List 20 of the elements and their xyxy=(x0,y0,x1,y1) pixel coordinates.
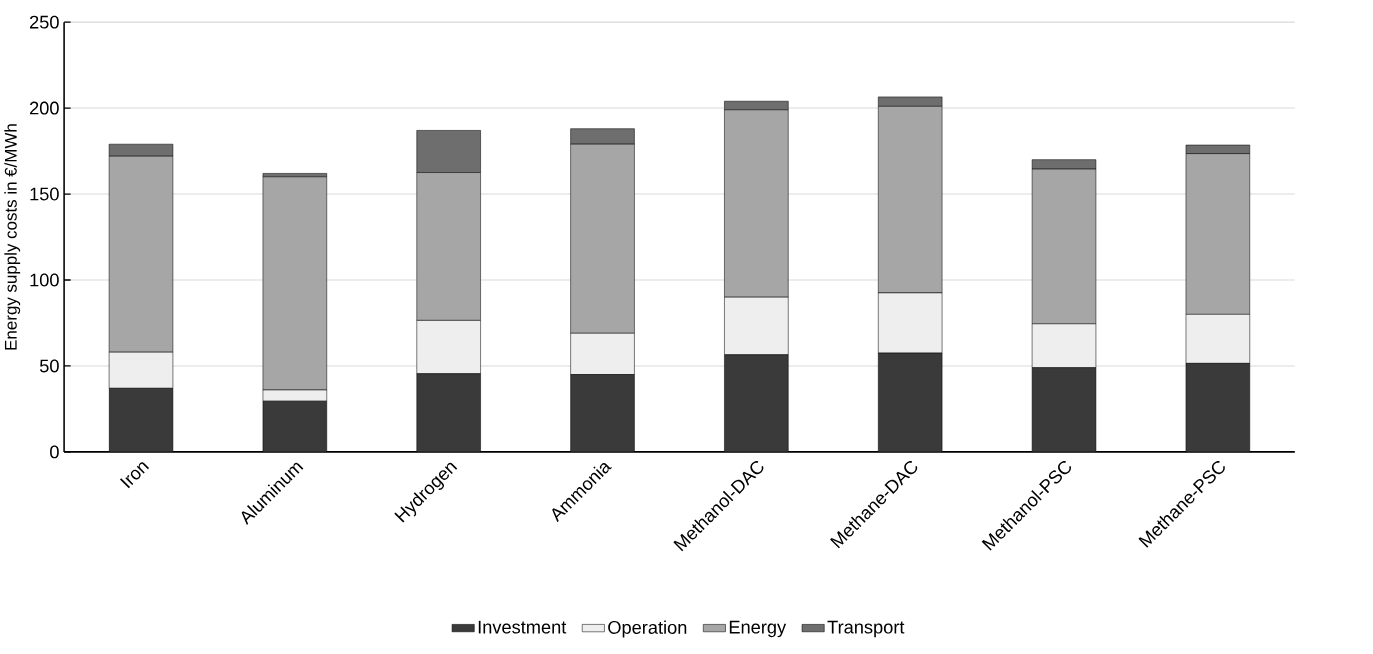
y-tick-label: 50 xyxy=(39,359,59,373)
bar xyxy=(878,352,943,453)
bar xyxy=(1031,367,1097,453)
bar xyxy=(724,354,789,453)
y-tick-label: 250 xyxy=(29,15,59,29)
bar xyxy=(416,373,481,453)
bar xyxy=(570,374,635,453)
y-tick-label: 100 xyxy=(30,273,59,287)
bar xyxy=(108,388,174,453)
y-tick-label: 0 xyxy=(50,445,59,459)
y-tick-label: 150 xyxy=(30,187,59,201)
bar xyxy=(1185,363,1251,453)
bar xyxy=(262,401,328,453)
legend-label: Energy xyxy=(729,620,787,638)
y-tick-label: 200 xyxy=(29,101,59,115)
y-axis-title: Energy supply costs in €/MWh xyxy=(4,124,21,350)
x-tick-label: Iron xyxy=(119,462,150,489)
legend-label: Transport xyxy=(827,620,905,638)
legend-label: Investment xyxy=(478,620,567,634)
legend-label: Operation xyxy=(608,620,687,638)
